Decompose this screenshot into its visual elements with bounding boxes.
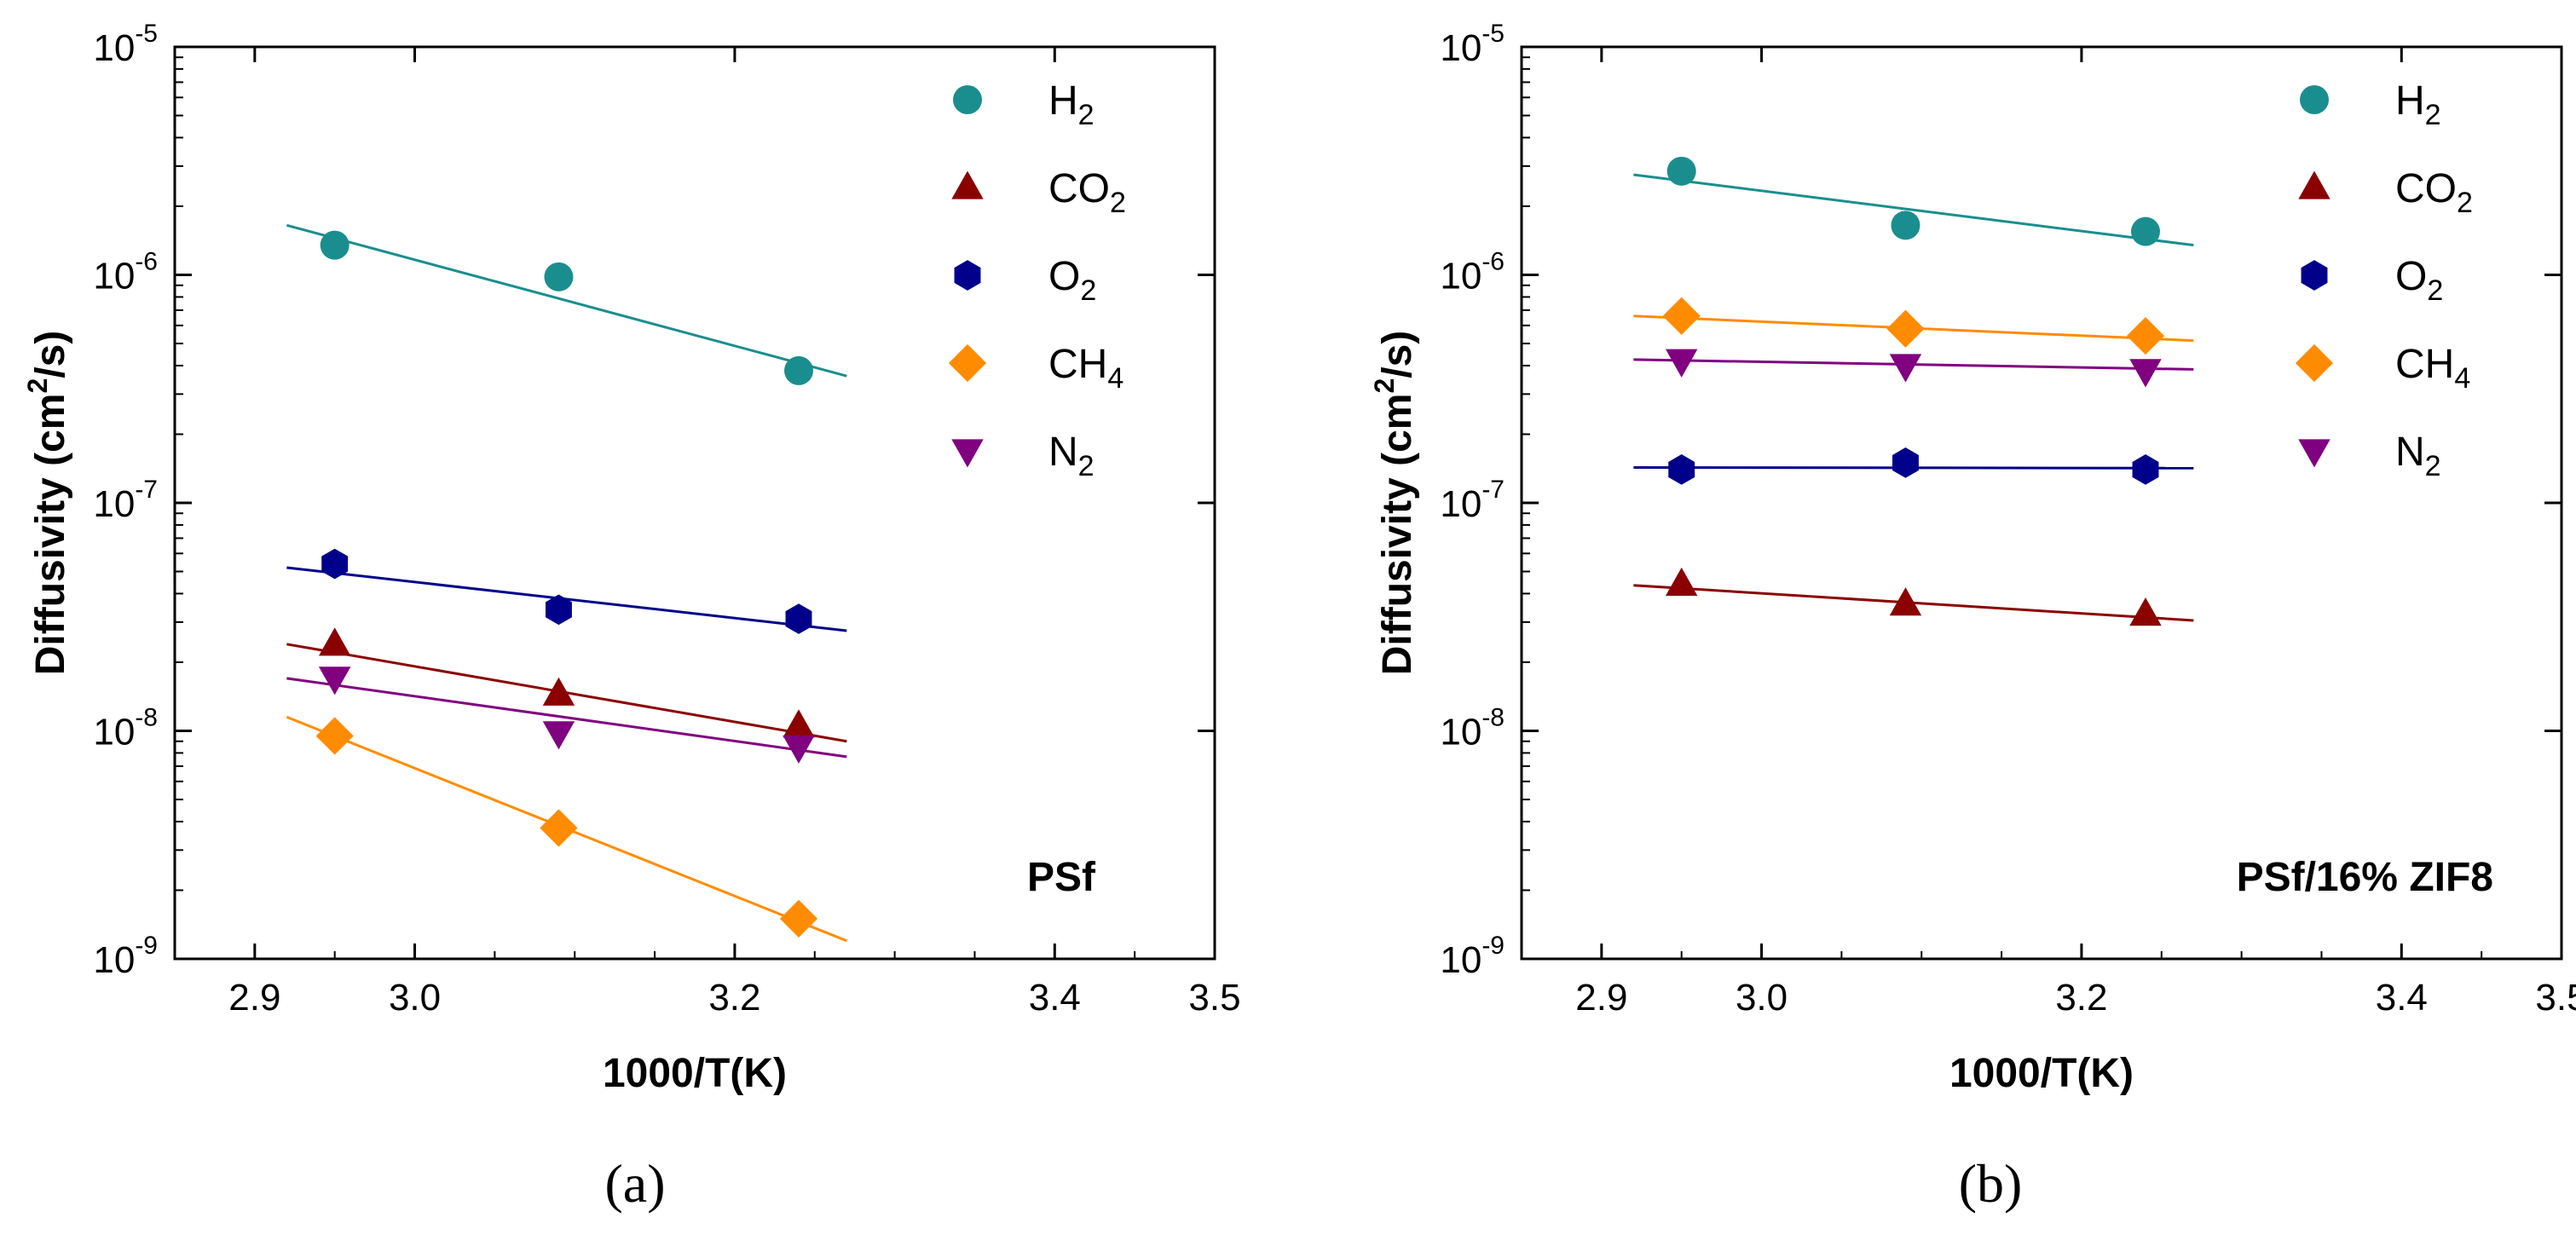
y-tick-label: 10-7: [1440, 476, 1505, 525]
point-ch4: [315, 717, 354, 755]
y-axis-title: Diffusivity (cm2/s): [1369, 331, 1420, 676]
legend-label-h2: H2: [1048, 78, 1095, 131]
point-co2: [2129, 597, 2162, 626]
fit-line-n2: [286, 677, 847, 759]
x-tick-label: 3.4: [1029, 977, 1081, 1019]
x-tick-label: 3.0: [1736, 977, 1788, 1019]
legend-label-ch4: CH4: [2395, 342, 2470, 395]
point-h2: [784, 355, 813, 385]
point-o2: [2132, 454, 2159, 485]
point-h2: [1891, 211, 1920, 240]
legend-marker-o2: [2301, 260, 2328, 291]
point-ch4: [540, 809, 578, 847]
point-h2: [1666, 156, 1696, 186]
legend-marker-n2: [2298, 439, 2331, 468]
point-h2: [320, 230, 349, 260]
y-tick-label: 10-8: [1440, 704, 1505, 753]
point-n2: [2129, 359, 2162, 388]
panel-b: 2.9 3.0 3.2 3.4 3.5 10-5 10-6 10-7 10-8 10-9 1000/…: [1369, 20, 2576, 1214]
point-n2: [783, 735, 815, 764]
point-ch4: [1886, 309, 1925, 348]
y-axis-title: Diffusivity (cm2/s): [22, 331, 73, 676]
y-tick-label: 10-9: [93, 932, 158, 981]
x-axis-title: 1000/T(K): [603, 1051, 787, 1096]
legend-marker-o2: [954, 260, 981, 291]
x-tick-label: 2.9: [1575, 977, 1627, 1019]
point-n2: [318, 667, 351, 695]
legend-marker-ch4: [2295, 343, 2334, 383]
legend-label-o2: O2: [2395, 254, 2443, 307]
legend-label-n2: N2: [1048, 430, 1095, 482]
point-co2: [542, 677, 575, 706]
legend-marker-h2: [953, 85, 982, 114]
y-tick-label: 10-5: [1440, 20, 1505, 69]
x-tick-label: 3.4: [2376, 977, 2428, 1019]
y-tick-label: 10-6: [93, 248, 158, 297]
panel-label: (b): [1959, 1153, 2023, 1214]
point-n2: [542, 721, 575, 750]
x-tick-label: 3.2: [2055, 977, 2107, 1019]
point-o2: [321, 548, 349, 580]
legend-label-h2: H2: [2395, 78, 2441, 131]
point-n2: [1889, 354, 1922, 383]
x-axis-title: 1000/T(K): [1949, 1051, 2134, 1096]
legend-marker-n2: [951, 439, 984, 468]
fit-line-h2: [286, 223, 847, 378]
legend-marker-h2: [2300, 85, 2329, 114]
x-tick-label: 2.9: [228, 977, 280, 1019]
panel-a: 2.9 3.0 3.2 3.4 3.5 10-5 10-6 10-7 10-8 10-9 1000/…: [22, 20, 1241, 1214]
point-h2: [544, 262, 574, 291]
legend-label-co2: CO2: [1048, 166, 1126, 219]
point-o2: [785, 603, 812, 634]
x-tick-label: 3.0: [389, 977, 441, 1019]
point-co2: [318, 627, 351, 656]
legend-marker-ch4: [948, 343, 987, 383]
y-tick-label: 10-9: [1440, 932, 1505, 981]
legend-marker-co2: [951, 170, 984, 199]
legend-label-o2: O2: [1048, 254, 1096, 307]
point-ch4: [1662, 297, 1701, 335]
panel-annotation: PSf: [1027, 855, 1096, 900]
point-n2: [1665, 349, 1698, 378]
legend-label-co2: CO2: [2395, 166, 2473, 219]
point-co2: [783, 709, 815, 738]
legend-label-ch4: CH4: [1048, 342, 1123, 395]
point-ch4: [2126, 316, 2165, 355]
panel-label: (a): [604, 1153, 665, 1214]
x-tick-label: 3.5: [2535, 977, 2576, 1019]
x-tick-label: 3.2: [708, 977, 760, 1019]
point-o2: [1668, 454, 1695, 485]
point-co2: [1665, 567, 1698, 596]
point-o2: [1892, 447, 1919, 478]
point-o2: [546, 594, 572, 626]
point-ch4: [779, 899, 818, 938]
fit-line-h2: [1633, 173, 2194, 247]
y-tick-label: 10-6: [1440, 248, 1505, 297]
y-tick-label: 10-5: [93, 20, 158, 69]
y-tick-label: 10-7: [93, 476, 158, 525]
y-tick-label: 10-8: [93, 704, 158, 753]
legend-marker-co2: [2298, 170, 2331, 199]
point-co2: [1889, 587, 1922, 616]
point-h2: [2131, 216, 2160, 246]
x-tick-label: 3.5: [1188, 977, 1240, 1019]
panel-annotation: PSf/16% ZIF8: [2237, 855, 2493, 900]
legend-label-n2: N2: [2395, 430, 2441, 482]
